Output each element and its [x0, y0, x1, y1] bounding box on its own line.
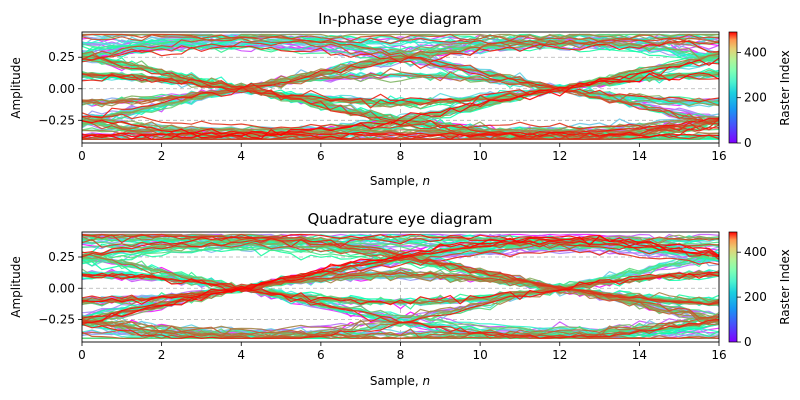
- quadrature-x-tick-label: 4: [237, 348, 245, 362]
- in-phase-y-tick-label: 0.00: [48, 82, 75, 96]
- quadrature-colorbar-gradient: [728, 231, 738, 343]
- quadrature-x-tick-label: 14: [632, 348, 647, 362]
- in-phase-x-tick-label: 12: [552, 149, 567, 163]
- in-phase-eye-trace: [82, 45, 719, 103]
- in-phase-eye-trace: [82, 35, 719, 122]
- in-phase-eye-trace: [82, 34, 719, 125]
- in-phase-x-axis-label: Sample, n: [370, 174, 430, 188]
- quadrature-colorbar-ticks: 0 200 400: [737, 245, 767, 349]
- in-phase-colorbar-tick-label: 0: [744, 136, 752, 150]
- in-phase-x-tick-label: 0: [78, 149, 86, 163]
- in-phase-x-tick-label: 8: [397, 149, 405, 163]
- quadrature-title: Quadrature eye diagram: [307, 210, 492, 228]
- quadrature-y-tick-label: 0.00: [48, 281, 75, 295]
- quadrature-x-axis-label: Sample, n: [370, 374, 430, 388]
- in-phase-eye-trace: [82, 72, 719, 140]
- in-phase-eye-trace: [82, 127, 719, 140]
- in-phase-x-tick-label: 2: [158, 149, 166, 163]
- in-phase-traces: [82, 33, 719, 140]
- quadrature-eye-trace: [82, 313, 719, 339]
- quadrature-x-tick-label: 6: [317, 348, 325, 362]
- quadrature-colorbar-label: Raster Index: [778, 249, 792, 325]
- quadrature-x-tick-label: 12: [552, 348, 567, 362]
- in-phase-colorbar-label: Raster Index: [778, 50, 792, 126]
- in-phase-colorbar-gradient: [728, 31, 738, 144]
- quadrature-x-tick-label: 2: [158, 348, 166, 362]
- quadrature-x-tick-label: 0: [78, 348, 86, 362]
- in-phase-eye-trace: [82, 33, 719, 125]
- quadrature-eye-panel: Quadrature eye diagram 0 2 4 6 8 10 12 14 16 0.2…: [9, 210, 792, 388]
- in-phase-eye-trace: [82, 61, 719, 102]
- quadrature-eye-trace: [82, 238, 719, 319]
- in-phase-y-tick-label: 0.25: [48, 50, 75, 64]
- quadrature-eye-trace: [82, 271, 719, 324]
- in-phase-x-tick-label: 16: [711, 149, 726, 163]
- in-phase-x-tick-label: 14: [632, 149, 647, 163]
- in-phase-colorbar-tick-label: 400: [744, 45, 767, 59]
- quadrature-y-ticks: 0.25 0.00 −0.25: [38, 250, 82, 327]
- in-phase-x-tick-label: 10: [472, 149, 487, 163]
- in-phase-x-tick-label: 6: [317, 149, 325, 163]
- in-phase-eye-trace: [82, 40, 719, 119]
- in-phase-eye-trace: [82, 57, 719, 138]
- in-phase-colorbar-tick-label: 200: [744, 91, 767, 105]
- in-phase-title: In-phase eye diagram: [318, 10, 482, 28]
- in-phase-eye-trace: [82, 131, 719, 140]
- in-phase-y-axis-label: Amplitude: [9, 57, 23, 119]
- quadrature-eye-trace: [82, 249, 719, 302]
- quadrature-x-ticks: 0 2 4 6 8 10 12 14 16: [78, 342, 727, 362]
- quadrature-x-tick-label: 16: [711, 348, 726, 362]
- quadrature-y-axis-label: Amplitude: [9, 256, 23, 318]
- in-phase-y-ticks: 0.25 0.00 −0.25: [38, 50, 82, 127]
- quadrature-eye-trace: [82, 254, 719, 305]
- in-phase-eye-trace: [82, 55, 719, 108]
- quadrature-eye-trace: [82, 234, 719, 260]
- quadrature-eye-trace: [82, 233, 719, 257]
- in-phase-eye-trace: [82, 37, 719, 60]
- in-phase-eye-trace: [82, 113, 719, 133]
- quadrature-eye-trace: [82, 272, 719, 306]
- in-phase-eye-trace: [82, 33, 719, 41]
- quadrature-traces: [82, 233, 719, 339]
- quadrature-x-tick-label: 10: [472, 348, 487, 362]
- in-phase-x-tick-label: 4: [237, 149, 245, 163]
- in-phase-eye-trace: [82, 50, 719, 107]
- in-phase-colorbar-ticks: 0 200 400: [737, 45, 767, 150]
- in-phase-y-tick-label: −0.25: [38, 113, 75, 127]
- in-phase-colorbar: 0 200 400 Raster Index: [728, 31, 792, 150]
- quadrature-colorbar-tick-label: 400: [744, 245, 767, 259]
- quadrature-eye-trace: [82, 235, 719, 305]
- quadrature-colorbar-tick-label: 0: [744, 335, 752, 349]
- in-phase-eye-panel: In-phase eye diagram 0 2 4 6 8 10 12 14 16 0.250…: [9, 10, 792, 188]
- quadrature-eye-trace: [82, 233, 719, 306]
- quadrature-x-tick-label: 8: [397, 348, 405, 362]
- quadrature-colorbar-tick-label: 200: [744, 290, 767, 304]
- quadrature-colorbar: 0 200 400 Raster Index: [728, 231, 792, 349]
- in-phase-eye-trace: [82, 33, 719, 107]
- in-phase-eye-trace: [82, 67, 719, 122]
- in-phase-eye-trace: [82, 112, 719, 132]
- quadrature-y-tick-label: −0.25: [38, 313, 75, 327]
- quadrature-y-tick-label: 0.25: [48, 250, 75, 264]
- in-phase-x-ticks: 0 2 4 6 8 10 12 14 16: [78, 143, 727, 163]
